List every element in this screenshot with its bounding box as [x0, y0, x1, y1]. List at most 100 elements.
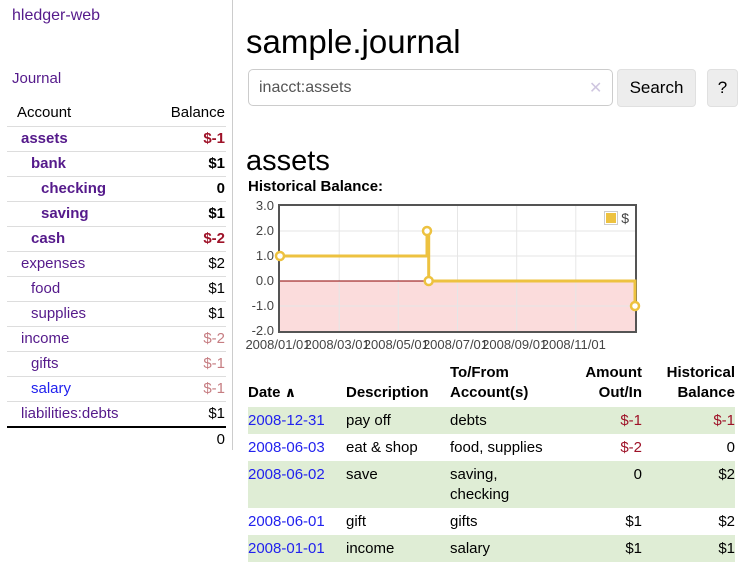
date-column-header[interactable]: Date ∧	[248, 361, 346, 407]
amount-column-header: Amount Out/In	[585, 364, 642, 401]
account-heading: assets	[246, 145, 330, 178]
account-link-cash[interactable]: cash	[31, 230, 66, 247]
balance-column-header: Historical Balance	[666, 364, 735, 401]
transaction-date-link[interactable]: 2008-06-03	[248, 439, 325, 456]
account-link-assets[interactable]: assets	[21, 130, 68, 147]
accounts-total-value: 0	[145, 426, 226, 452]
date-header-label: Date	[248, 384, 281, 401]
data-point-marker	[629, 300, 641, 312]
x-tick-label: 2008/01/01	[245, 337, 311, 352]
account-row: bank $1	[7, 151, 226, 177]
x-tick-label: 2008/03/01	[304, 337, 370, 352]
accounts-balance-table: Account Balance assets $-1 bank $1 check…	[7, 100, 226, 452]
x-tick-label: 2008/07/01	[422, 337, 489, 352]
sidebar-item-journal[interactable]: Journal	[12, 70, 62, 87]
account-balance: $-2	[145, 226, 226, 252]
legend-swatch-icon	[604, 211, 619, 225]
x-tick-label: 2008/09/01	[482, 337, 548, 352]
y-tick-label: 2.0	[255, 223, 274, 238]
register-header-row: Date ∧ Description To/From Account(s) Am…	[248, 361, 735, 407]
y-tick-label: -1.0	[251, 298, 274, 313]
account-row: gifts $-1	[7, 351, 226, 377]
account-link-salary[interactable]: salary	[31, 380, 72, 397]
chart-title: Historical Balance:	[248, 178, 384, 195]
x-tick-label: 2008/11/01	[541, 337, 606, 352]
sort-ascending-icon: ∧	[284, 384, 297, 400]
transaction-row: 2008-06-01 gift gifts $1 $2	[248, 508, 735, 535]
transaction-date-link[interactable]: 2008-01-01	[248, 540, 325, 557]
transaction-description: income	[346, 540, 395, 557]
account-link-checking[interactable]: checking	[41, 180, 107, 197]
account-row: saving $1	[7, 201, 226, 227]
app-brand-link[interactable]: hledger-web	[12, 7, 101, 24]
account-link-gifts[interactable]: gifts	[31, 355, 59, 372]
accounts-column-header: To/From Account(s)	[450, 364, 529, 401]
data-point-marker	[421, 225, 433, 237]
transaction-date-link[interactable]: 2008-12-31	[248, 412, 325, 429]
account-row: income $-2	[7, 326, 226, 352]
account-row: liabilities:debts $1	[7, 401, 226, 427]
transaction-balance: $2	[718, 513, 735, 530]
account-row: salary $-1	[7, 376, 226, 402]
transaction-row: 2008-06-03 eat & shop food, supplies $-2…	[248, 434, 735, 461]
account-row: food $1	[7, 276, 226, 302]
help-button[interactable]: ?	[707, 69, 738, 107]
page-title: sample.journal	[246, 23, 461, 61]
x-axis-labels: 2008/01/01 2008/03/01 2008/05/01 2008/07/01…	[245, 337, 678, 353]
search-button[interactable]: Search	[617, 69, 696, 107]
balance-chart: 3.0 2.0 1.0 0.0 -1.0 -2.0 $ 2008/01/01 2008/03…	[245, 199, 678, 354]
transaction-description: eat & shop	[346, 439, 418, 456]
account-row: supplies $1	[7, 301, 226, 327]
transaction-amount: $-2	[620, 439, 642, 456]
transaction-balance: $1	[718, 540, 735, 557]
y-tick-label: 1.0	[255, 248, 274, 263]
y-tick-label: 0.0	[255, 273, 274, 288]
account-link-expenses[interactable]: expenses	[21, 255, 86, 272]
transaction-description: save	[346, 466, 378, 483]
account-link-bank[interactable]: bank	[31, 155, 67, 172]
account-balance: $2	[145, 251, 226, 277]
transaction-date-link[interactable]: 2008-06-02	[248, 466, 325, 483]
account-row: cash $-2	[7, 226, 226, 252]
transaction-amount: 0	[633, 466, 642, 483]
sidebar: hledger-web Journal Account Balance asse…	[0, 0, 233, 452]
account-link-saving[interactable]: saving	[41, 205, 89, 222]
transaction-accounts: debts	[450, 412, 487, 429]
account-link-liabilities-debts[interactable]: liabilities:debts	[21, 405, 119, 422]
account-balance: 0	[145, 176, 226, 202]
register-table: Date ∧ Description To/From Account(s) Am…	[248, 361, 735, 562]
transaction-amount: $-1	[620, 412, 642, 429]
transaction-accounts: saving, checking	[450, 466, 510, 503]
transaction-description: pay off	[346, 412, 391, 429]
transaction-accounts: food, supplies	[450, 439, 543, 456]
chart-plot-area: $	[274, 204, 641, 333]
account-link-supplies[interactable]: supplies	[31, 305, 87, 322]
clear-search-icon[interactable]: ✕	[589, 80, 603, 97]
account-row: assets $-1	[7, 126, 226, 152]
account-balance: $1	[145, 151, 226, 177]
transaction-amount: $1	[625, 513, 642, 530]
account-column-header: Account	[17, 104, 72, 121]
transaction-balance: $2	[718, 466, 735, 483]
transaction-balance: $-1	[713, 412, 735, 429]
account-link-food[interactable]: food	[31, 280, 61, 297]
transaction-date-link[interactable]: 2008-06-01	[248, 513, 325, 530]
transaction-accounts: salary	[450, 540, 491, 557]
description-column-header: Description	[346, 384, 429, 401]
balance-column-header: Balance	[170, 104, 225, 121]
transaction-description: gift	[346, 513, 367, 530]
transaction-accounts: gifts	[450, 513, 478, 530]
transaction-balance: 0	[726, 439, 735, 456]
balance-line-chart	[274, 206, 641, 331]
account-balance: $-2	[145, 326, 226, 352]
y-axis-labels: 3.0 2.0 1.0 0.0 -1.0 -2.0	[248, 199, 274, 338]
legend-label: $	[621, 210, 629, 226]
account-balance: $-1	[145, 126, 226, 152]
account-balance: $1	[145, 276, 226, 302]
account-link-income[interactable]: income	[21, 330, 70, 347]
account-balance: $1	[145, 201, 226, 227]
data-point-marker	[274, 250, 286, 262]
accounts-table-header: Account Balance	[7, 100, 226, 127]
search-input[interactable]	[248, 69, 613, 106]
data-point-marker	[423, 275, 434, 287]
